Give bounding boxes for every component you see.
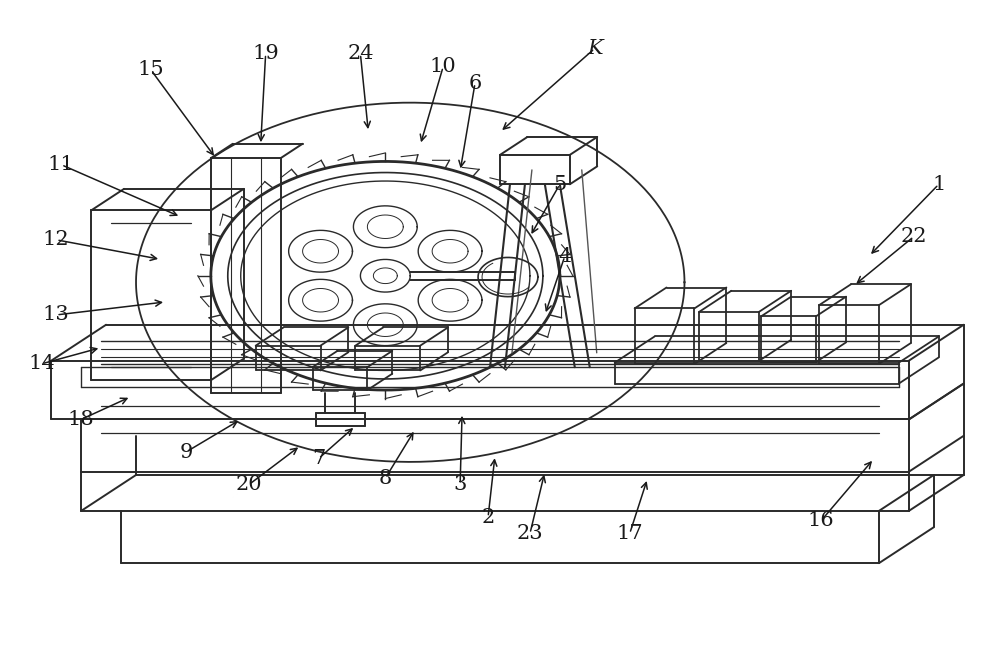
- Text: 12: 12: [43, 230, 70, 249]
- Text: 17: 17: [616, 524, 643, 543]
- Text: 10: 10: [430, 57, 457, 76]
- Text: 19: 19: [252, 44, 279, 63]
- Text: 11: 11: [48, 155, 75, 174]
- Text: 23: 23: [517, 524, 543, 543]
- Text: 15: 15: [138, 60, 164, 79]
- Text: K: K: [587, 39, 603, 58]
- Text: 6: 6: [468, 73, 482, 92]
- Text: 14: 14: [28, 354, 55, 373]
- Text: 3: 3: [453, 476, 467, 494]
- Text: 16: 16: [808, 511, 834, 530]
- Text: 22: 22: [901, 227, 927, 246]
- Text: 20: 20: [235, 476, 262, 494]
- Text: 1: 1: [932, 174, 945, 194]
- Text: 7: 7: [312, 449, 325, 468]
- Text: 13: 13: [43, 306, 70, 325]
- Text: 18: 18: [68, 410, 94, 429]
- Text: 8: 8: [379, 469, 392, 488]
- Text: 24: 24: [347, 44, 374, 63]
- Text: 4: 4: [558, 247, 571, 266]
- Text: 2: 2: [481, 508, 495, 527]
- Text: 9: 9: [179, 443, 193, 462]
- Text: 5: 5: [553, 174, 566, 194]
